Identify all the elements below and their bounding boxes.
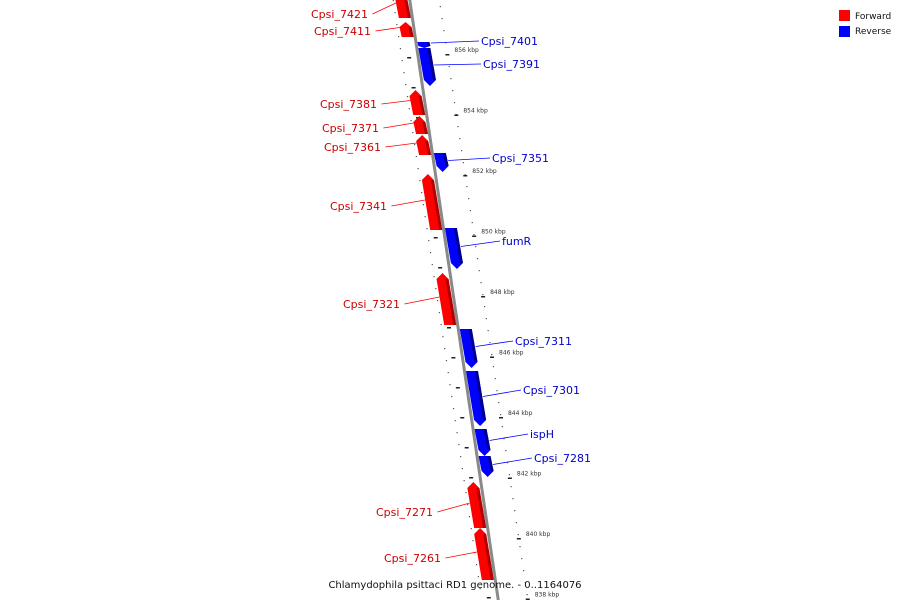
gene-label: Cpsi_7301 (523, 384, 580, 397)
tick-label: 846 kbp (499, 350, 524, 357)
gene-label: Cpsi_7361 (324, 141, 381, 154)
gene-leader-line (445, 551, 478, 559)
gene-feature (474, 429, 491, 456)
gene-feature (444, 228, 463, 269)
gene-label: Cpsi_7381 (320, 98, 377, 111)
tick-label: 850 kbp (481, 229, 506, 236)
gene-label: Cpsi_7341 (330, 200, 387, 213)
gene-label: Cpsi_7261 (384, 552, 441, 565)
gene-feature (395, 0, 411, 18)
gene-label: Cpsi_7271 (376, 506, 433, 519)
gene-feature (418, 48, 436, 86)
tick-label: 838 kbp (535, 592, 560, 599)
genome-caption: Chlamydophila psittaci RD1 genome. - 0..… (328, 580, 581, 591)
tick-label: 854 kbp (463, 108, 488, 115)
gene-feature (409, 90, 426, 115)
gene-features (395, 0, 494, 580)
gene-leader-line (372, 2, 397, 15)
gene-feature (417, 42, 431, 48)
gene-leader-line (460, 240, 501, 247)
legend: Forward Reverse (839, 10, 892, 37)
tick-label: 856 kbp (454, 47, 479, 54)
gene-leader-line (383, 122, 414, 129)
genome-backbone (408, 0, 500, 600)
gene-label: Cpsi_7311 (515, 335, 572, 348)
tick-labels: 856 kbp 854 kbp 852 kbp 850 kbp 848 kbp 846 k… (454, 47, 559, 599)
gene-leader-line (475, 340, 514, 347)
gene-label: fumR (502, 235, 532, 248)
gene-label: Cpsi_7391 (483, 58, 540, 71)
tick-label: 840 kbp (526, 531, 551, 538)
gene-leader-line (391, 199, 426, 207)
gene-feature (399, 22, 414, 37)
tick-label: 852 kbp (472, 168, 497, 175)
gene-labels: Cpsi_7421 Cpsi_7411 Cpsi_7401 Cpsi_7391 Cpsi… (311, 8, 591, 565)
gene-leader-line (482, 389, 522, 397)
gene-label: ispH (530, 428, 554, 441)
gene-feature (474, 528, 494, 580)
gene-leader-line (385, 142, 417, 148)
tick-label: 844 kbp (508, 410, 533, 417)
gene-label: Cpsi_7421 (311, 8, 368, 21)
gene-label: Cpsi_7351 (492, 152, 549, 165)
legend-reverse-label: Reverse (855, 27, 892, 37)
tick-label: 848 kbp (490, 289, 515, 296)
legend-reverse-swatch (839, 26, 850, 37)
gene-leader-line (375, 27, 400, 32)
gene-leader-line (492, 457, 533, 465)
gene-label: Cpsi_7281 (534, 452, 591, 465)
gene-leader-line (448, 157, 491, 161)
gene-feature (416, 135, 432, 155)
gene-feature (467, 482, 487, 528)
gene-label: Cpsi_7401 (481, 35, 538, 48)
gene-label: Cpsi_7321 (343, 298, 400, 311)
gene-leader-line (434, 63, 482, 66)
gene-leader-line (430, 40, 480, 44)
gene-label: Cpsi_7411 (314, 25, 371, 38)
gene-label: Cpsi_7371 (322, 122, 379, 135)
gene-feature (421, 174, 443, 230)
gene-feature (478, 456, 494, 477)
gene-feature (436, 273, 457, 325)
gene-leader-line (404, 296, 440, 305)
gene-feature (459, 329, 478, 368)
gene-feature (413, 116, 429, 134)
gene-feature (433, 153, 449, 172)
legend-forward-swatch (839, 10, 850, 21)
tick-label: 842 kbp (517, 471, 542, 478)
gene-feature (465, 371, 487, 426)
gene-leader-line (437, 502, 470, 513)
gene-leader-line (381, 100, 411, 105)
label-leaders (372, 2, 533, 559)
gene-leader-line (489, 433, 529, 441)
legend-forward-label: Forward (855, 12, 891, 22)
track-dots (392, 0, 528, 596)
